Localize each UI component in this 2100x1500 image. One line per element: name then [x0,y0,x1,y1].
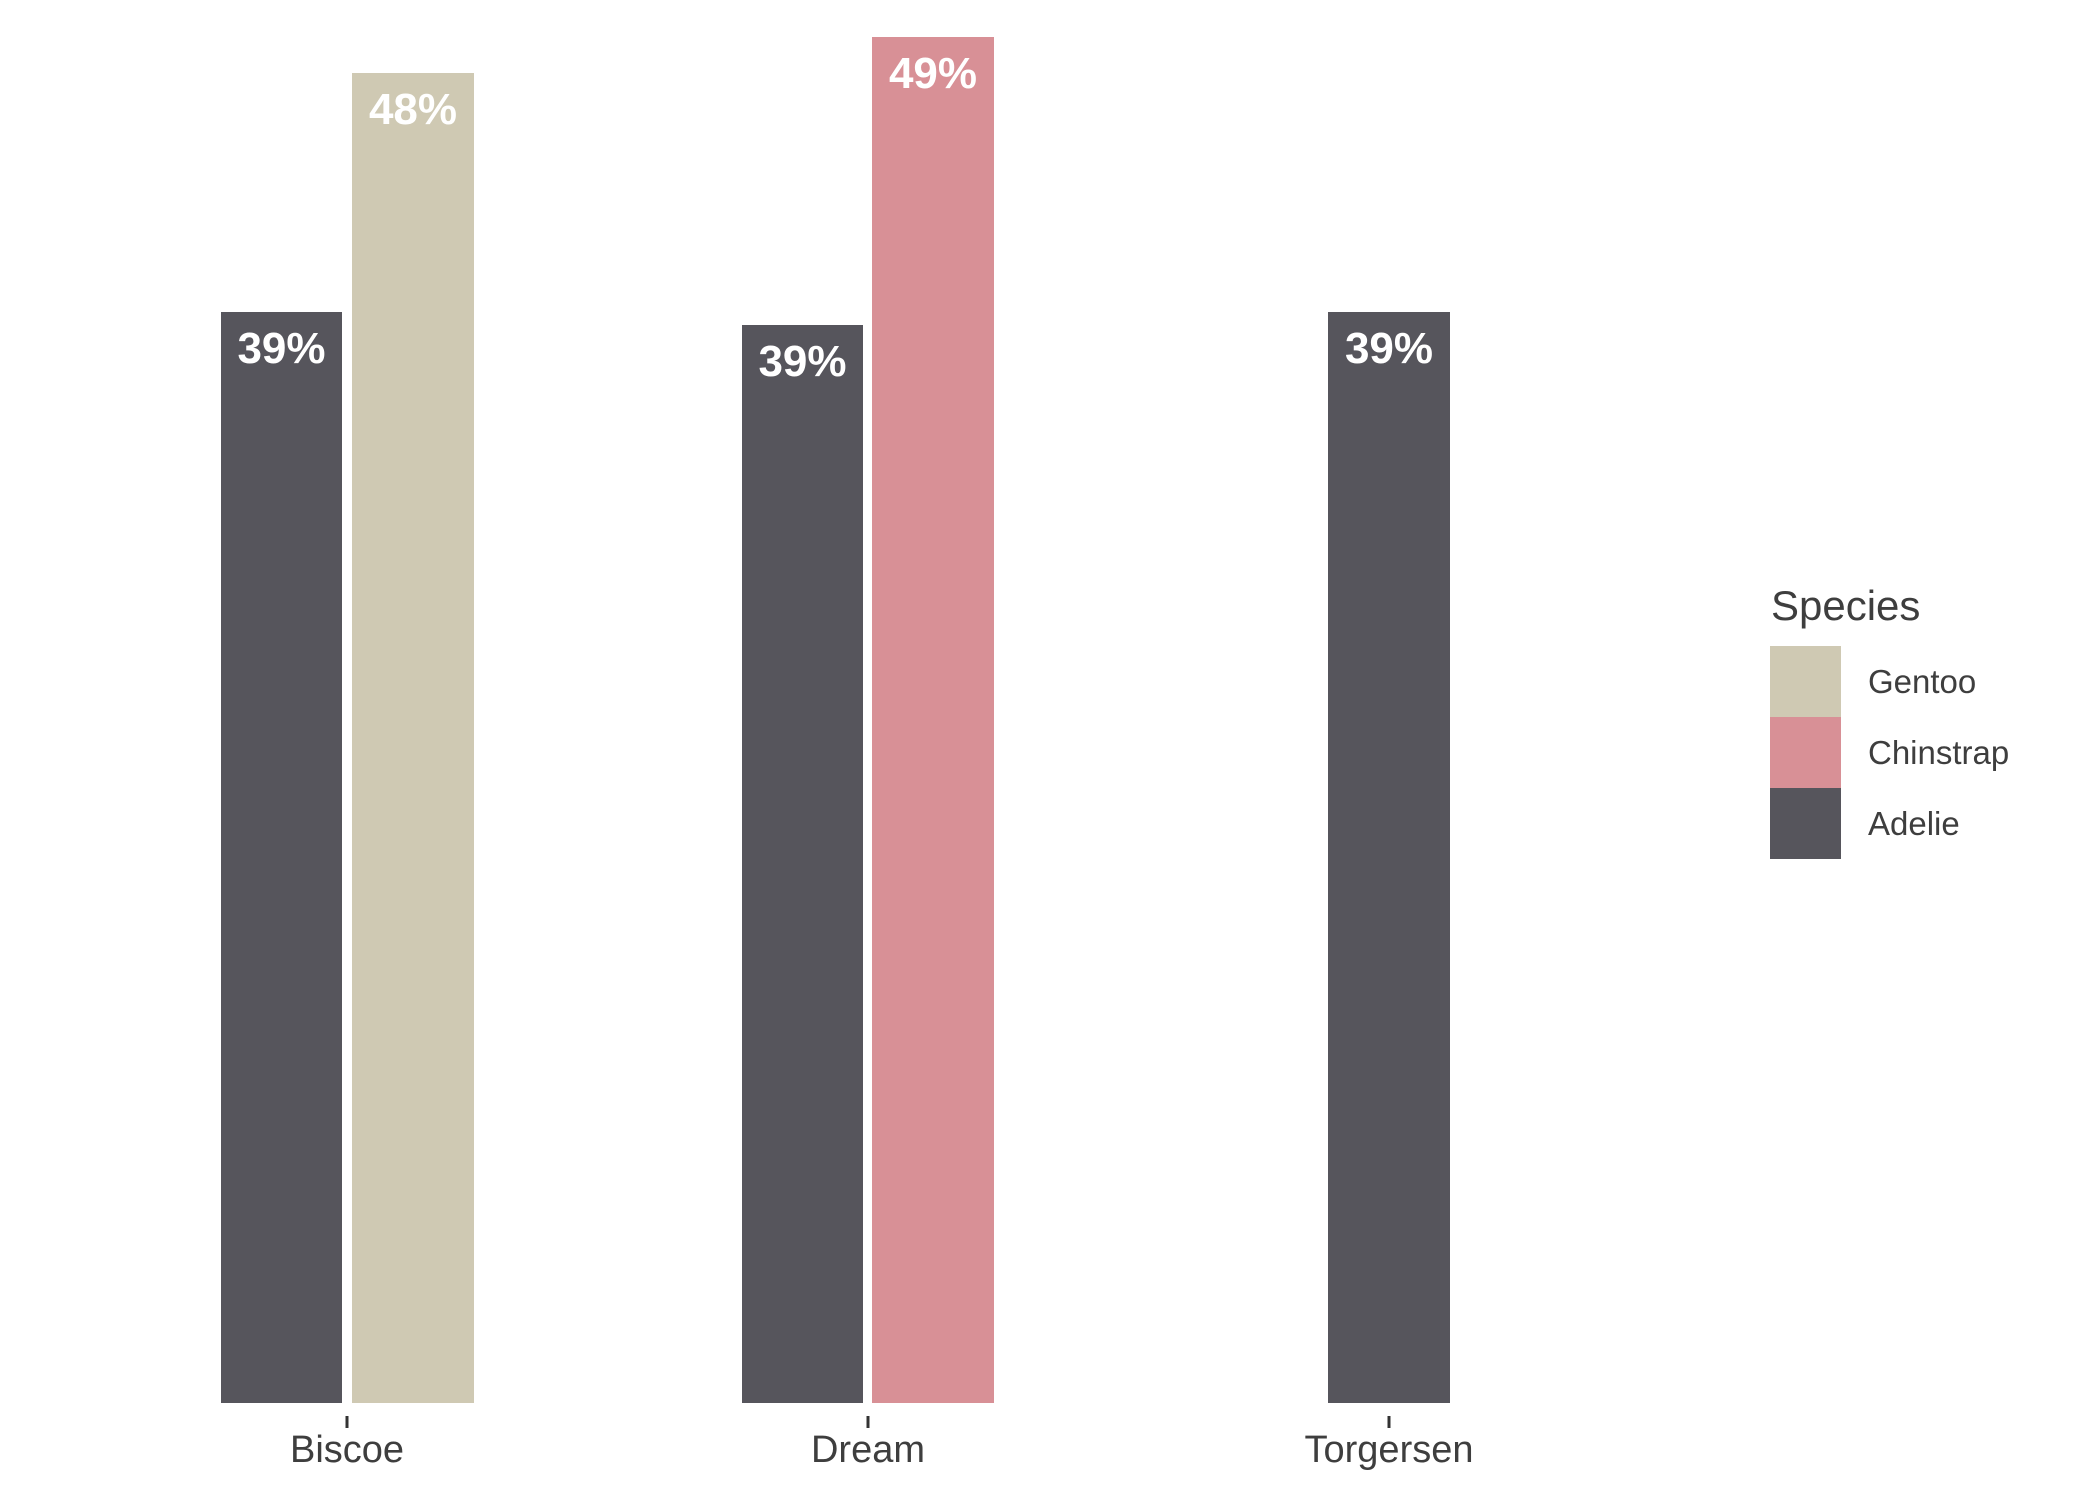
legend-label-gentoo: Gentoo [1868,662,1977,700]
x-axis-tick-dream [866,1416,870,1428]
bar-biscoe-adelie: 39% [221,312,342,1403]
x-axis-label-biscoe: Biscoe [289,1429,405,1471]
legend-title: Species [1771,582,1921,629]
x-axis-label-dream: Dream [810,1429,926,1471]
legend-swatch-adelie [1770,788,1841,859]
bar-torgersen-adelie: 39% [1328,312,1450,1403]
plot-panel: 39% 48% 39% 49% 39% [221,37,1450,1403]
x-axis-label-torgersen: Torgersen [1304,1429,1474,1471]
bar-dream-adelie: 39% [742,325,863,1403]
bar-dream-chinstrap: 49% [872,37,994,1403]
x-axis-tick-torgersen [1387,1416,1391,1428]
legend-swatch-chinstrap [1770,717,1841,788]
legend-swatch-gentoo [1770,646,1841,717]
bar-value-label: 49% [888,49,978,98]
bar-value-label: 39% [758,337,847,386]
bar-value-label: 48% [368,85,458,134]
bar-value-label: 39% [237,324,326,373]
x-axis-tick-biscoe [345,1416,349,1428]
legend-label-chinstrap: Chinstrap [1868,733,2010,771]
legend-label-adelie: Adelie [1868,804,1960,842]
bar-value-label: 39% [1344,324,1434,373]
bar-biscoe-gentoo: 48% [352,73,474,1403]
